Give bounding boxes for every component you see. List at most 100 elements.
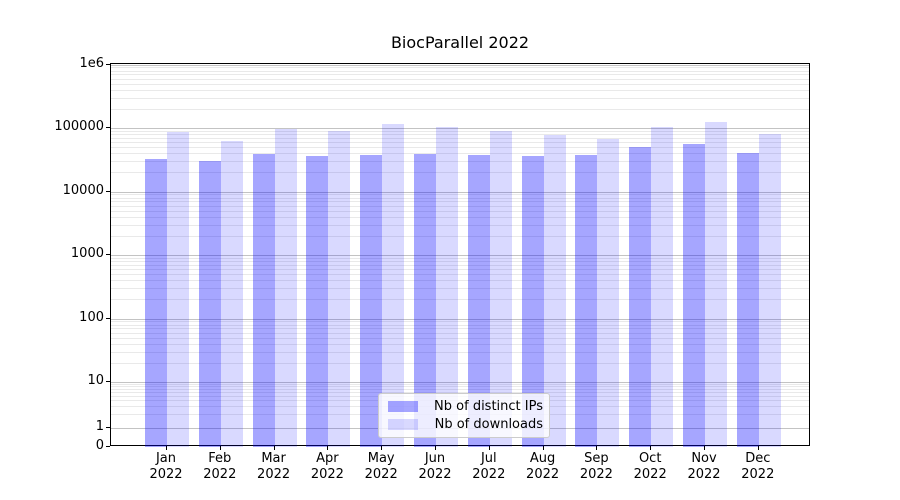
- minor-gridline: [111, 280, 809, 282]
- minor-gridline: [111, 235, 809, 237]
- minor-gridline: [111, 264, 809, 266]
- x-tick-label: Mar 2022: [257, 451, 291, 482]
- x-tick-label: Jan 2022: [149, 451, 183, 482]
- minor-gridline: [111, 343, 809, 345]
- minor-gridline: [111, 205, 809, 207]
- x-tick-label: Sep 2022: [579, 451, 613, 482]
- minor-gridline: [111, 324, 809, 326]
- major-gridline: [111, 128, 809, 129]
- x-tick: [488, 446, 490, 450]
- minor-gridline: [111, 332, 809, 334]
- minor-gridline: [111, 328, 809, 330]
- x-tick-label: Jun 2022: [418, 451, 452, 482]
- x-tick-label: Apr 2022: [310, 451, 344, 482]
- x-tick: [704, 446, 705, 450]
- plot-area: [110, 63, 810, 447]
- bar-downloads: [758, 134, 781, 447]
- x-tick: [435, 446, 436, 450]
- x-tick-label: May 2022: [364, 451, 398, 482]
- minor-gridline: [111, 194, 809, 196]
- y-tick-label: 100: [79, 309, 104, 325]
- major-gridline: [111, 318, 809, 320]
- minor-gridline: [111, 78, 809, 80]
- legend-label-distinct-ips: Nb of distinct IPs: [434, 399, 543, 414]
- minor-gridline: [111, 274, 809, 276]
- minor-gridline: [111, 351, 809, 353]
- bar-distinct-ips: [414, 153, 436, 447]
- x-tick-label: Nov 2022: [687, 451, 721, 482]
- major-gridline: [111, 191, 809, 193]
- y-tick-label: 100000: [54, 119, 104, 134]
- x-tick-label: Oct 2022: [633, 451, 667, 482]
- y-tick: [106, 254, 110, 255]
- minor-gridline: [111, 389, 809, 391]
- bar-distinct-ips: [306, 156, 329, 447]
- legend-swatch-downloads-icon: [388, 419, 418, 430]
- x-tick-label: Dec 2022: [741, 451, 775, 482]
- y-tick-label: 10000: [62, 182, 104, 198]
- major-gridline: [111, 382, 809, 383]
- x-tick: [166, 446, 167, 450]
- x-tick-label: Aug 2022: [526, 451, 560, 482]
- bar-downloads: [382, 123, 405, 447]
- bar-downloads: [220, 140, 243, 447]
- minor-gridline: [111, 74, 809, 76]
- y-tick: [106, 446, 110, 447]
- x-tick: [542, 446, 544, 450]
- legend-label-downloads: Nb of downloads: [434, 417, 543, 432]
- minor-gridline: [111, 216, 809, 218]
- minor-gridline: [111, 337, 809, 339]
- minor-gridline: [111, 386, 809, 388]
- minor-gridline: [111, 197, 809, 199]
- x-tick-label: Feb 2022: [203, 451, 237, 482]
- bar-distinct-ips: [575, 155, 598, 447]
- bar-downloads: [328, 131, 351, 447]
- y-tick: [106, 381, 110, 382]
- x-tick-label: Jul 2022: [472, 451, 506, 482]
- major-gridline: [111, 64, 809, 66]
- bar-distinct-ips: [145, 159, 167, 447]
- minor-gridline: [111, 224, 809, 226]
- minor-gridline: [111, 130, 809, 132]
- minor-gridline: [111, 134, 809, 136]
- bar-distinct-ips: [252, 153, 275, 447]
- bar-downloads: [489, 131, 512, 447]
- bar-distinct-ips: [736, 153, 759, 447]
- y-tick: [106, 427, 110, 428]
- major-gridline: [111, 255, 809, 256]
- legend-item-distinct-ips: Nb of distinct IPs: [388, 399, 543, 414]
- minor-gridline: [111, 257, 809, 259]
- minor-gridline: [111, 161, 809, 163]
- minor-gridline: [111, 89, 809, 91]
- minor-gridline: [111, 67, 809, 69]
- minor-gridline: [111, 70, 809, 72]
- minor-gridline: [111, 321, 809, 323]
- y-tick-label: 0: [95, 438, 104, 453]
- y-tick: [106, 63, 110, 65]
- bar-downloads: [651, 126, 674, 447]
- y-tick-label: 1: [95, 419, 104, 434]
- bar-distinct-ips: [521, 156, 544, 447]
- y-tick: [106, 190, 110, 192]
- minor-gridline: [111, 392, 809, 394]
- y-tick-label: 10: [87, 373, 104, 388]
- minor-gridline: [111, 172, 809, 174]
- minor-gridline: [111, 97, 809, 99]
- minor-gridline: [111, 261, 809, 263]
- chart-title: BiocParallel 2022: [390, 33, 530, 52]
- minor-gridline: [111, 137, 809, 139]
- bar-downloads: [436, 126, 458, 447]
- bar-distinct-ips: [467, 155, 490, 447]
- x-tick: [650, 446, 652, 450]
- x-tick: [381, 446, 383, 450]
- minor-gridline: [111, 147, 809, 149]
- bar-downloads: [705, 122, 727, 447]
- minor-gridline: [111, 210, 809, 212]
- bar-downloads: [543, 134, 566, 447]
- legend-swatch-distinct-ips-icon: [388, 401, 418, 412]
- y-tick-label: 1000: [70, 246, 104, 261]
- y-tick-label: 1e6: [79, 55, 104, 71]
- minor-gridline: [111, 362, 809, 364]
- y-tick: [106, 317, 110, 319]
